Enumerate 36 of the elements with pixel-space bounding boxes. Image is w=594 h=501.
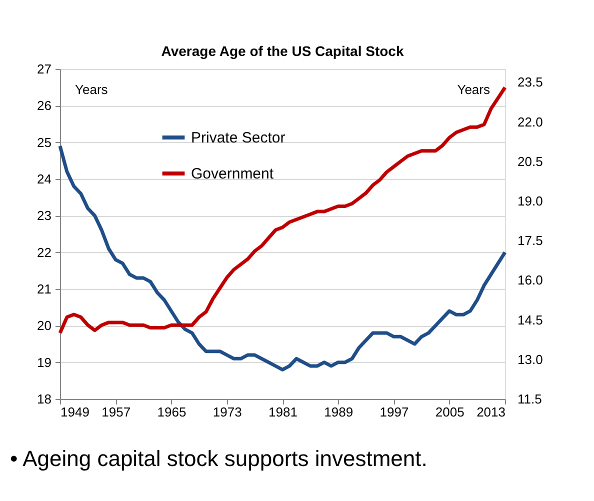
y2-tick-label: 20.5 xyxy=(518,154,543,169)
x-tick-label: 2005 xyxy=(435,404,464,420)
legend-label: Private Sector xyxy=(191,130,286,146)
y2-tick-label: 13.0 xyxy=(518,352,543,367)
y2-tick-label: 19.0 xyxy=(518,194,543,208)
y-tick-label: 21 xyxy=(37,282,52,296)
x-tick-label: 1997 xyxy=(380,404,409,420)
y-tick-label: 24 xyxy=(37,172,52,186)
x-tick-label: 1989 xyxy=(324,404,354,420)
legend-label: Government xyxy=(191,166,274,182)
y2-tick-label: 22.0 xyxy=(518,114,543,130)
x-tick-label: 2013 xyxy=(476,404,506,420)
y2-tick-label: 16.0 xyxy=(518,272,543,288)
y2-tick-label: 17.5 xyxy=(518,233,543,248)
x-tick-label: 1973 xyxy=(212,404,242,420)
line-series xyxy=(58,86,507,335)
line-series xyxy=(58,144,507,372)
annotation: Years xyxy=(75,82,108,97)
y-tick-label: 25 xyxy=(37,134,52,150)
x-tick-label: 1957 xyxy=(102,404,131,420)
y2-tick-label: 14.5 xyxy=(518,312,543,328)
y2-tick-label: 23.5 xyxy=(518,74,543,90)
y-tick-label: 19 xyxy=(37,354,52,370)
x-tick-label: 1981 xyxy=(268,404,298,420)
y2-tick-label: 11.5 xyxy=(518,392,542,406)
y-tick-label: 22 xyxy=(37,244,52,260)
y-tick-label: 20 xyxy=(37,318,52,334)
x-tick-label: 1965 xyxy=(157,404,186,420)
text: • Ageing capital stock supports investment. xyxy=(10,446,428,471)
y-tick-label: 23 xyxy=(37,208,52,224)
y-tick-label: 27 xyxy=(37,62,52,76)
chart-title: Average Age of the US Capital Stock xyxy=(161,43,404,59)
annotation: Years xyxy=(457,82,490,97)
y-tick-label: 26 xyxy=(37,98,52,114)
y-tick-label: 18 xyxy=(37,392,52,406)
x-tick-label: 1949 xyxy=(60,404,90,420)
